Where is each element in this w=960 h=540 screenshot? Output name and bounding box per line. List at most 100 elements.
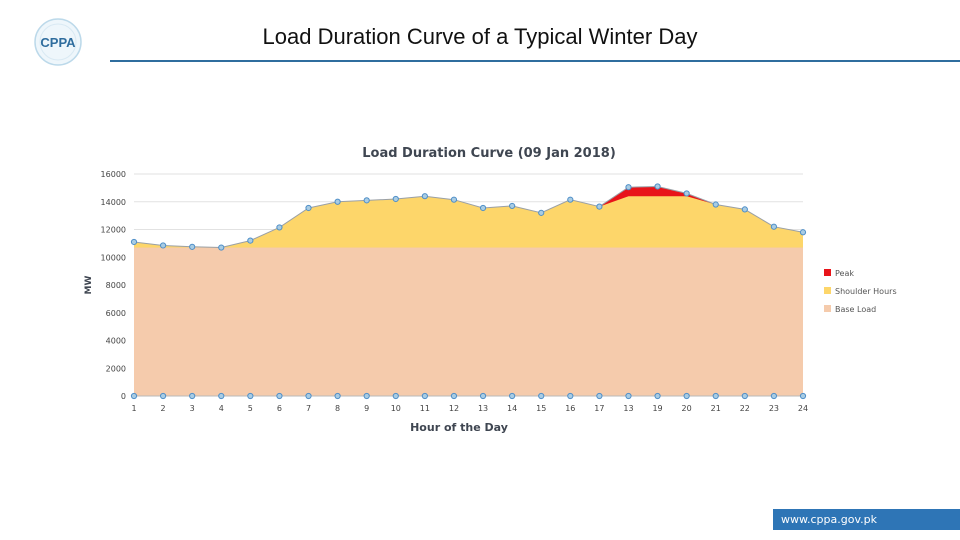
baseline-marker-2 bbox=[159, 392, 167, 400]
legend-label-2: Base Load bbox=[835, 305, 876, 314]
x-tick-24: 24 bbox=[798, 404, 808, 413]
load-marker-18 bbox=[625, 184, 632, 191]
y-tick-8000: 8000 bbox=[106, 281, 126, 290]
x-tick-23: 23 bbox=[769, 404, 779, 413]
load-marker-14 bbox=[509, 202, 516, 210]
x-tick-4: 4 bbox=[219, 404, 224, 413]
baseline-marker-11 bbox=[421, 392, 428, 400]
x-tick-5: 5 bbox=[248, 404, 253, 413]
x-tick-10: 10 bbox=[391, 404, 401, 413]
total-load-line bbox=[133, 185, 804, 249]
data-markers bbox=[130, 183, 807, 400]
baseline-marker-24 bbox=[799, 392, 807, 400]
load-marker-15 bbox=[538, 209, 545, 216]
x-axis-label: Hour of the Day bbox=[410, 421, 508, 434]
baseline-marker-12 bbox=[450, 392, 458, 400]
y-tick-4000: 4000 bbox=[106, 337, 126, 346]
baseline-marker-3 bbox=[189, 392, 196, 400]
load-marker-13 bbox=[479, 204, 487, 212]
x-tick-2: 2 bbox=[161, 404, 166, 413]
load-marker-5 bbox=[247, 237, 254, 244]
load-marker-10 bbox=[392, 195, 399, 203]
x-tick-3: 3 bbox=[190, 404, 195, 413]
x-tick-7: 7 bbox=[306, 404, 311, 413]
logo-text: CPPA bbox=[40, 35, 76, 50]
baseline-marker-6 bbox=[276, 392, 283, 400]
x-tick-21: 21 bbox=[711, 404, 721, 413]
load-marker-24 bbox=[799, 229, 807, 236]
slide-title: Load Duration Curve of a Typical Winter … bbox=[262, 24, 698, 49]
base-load-area bbox=[134, 247, 803, 396]
cppa-logo: CPPA bbox=[32, 16, 84, 68]
load-marker-11 bbox=[421, 193, 428, 200]
load-marker-9 bbox=[363, 197, 370, 204]
y-axis-label: MW bbox=[84, 275, 94, 294]
x-tick-22: 22 bbox=[740, 404, 750, 413]
load-marker-20 bbox=[683, 190, 690, 197]
baseline-marker-7 bbox=[305, 392, 312, 400]
baseline-marker-10 bbox=[392, 392, 399, 400]
x-tick-20: 20 bbox=[682, 404, 692, 413]
x-tick-6: 6 bbox=[277, 404, 282, 413]
x-tick-15: 15 bbox=[536, 404, 546, 413]
x-tick-8: 8 bbox=[335, 404, 340, 413]
legend: Peak Shoulder Hours Base Load bbox=[824, 269, 897, 314]
baseline-marker-21 bbox=[712, 392, 719, 400]
load-marker-7 bbox=[305, 204, 312, 212]
load-marker-1 bbox=[130, 238, 138, 246]
load-marker-21 bbox=[712, 201, 719, 208]
baseline-marker-8 bbox=[334, 392, 341, 400]
baseline-marker-9 bbox=[363, 392, 370, 400]
x-tick-9: 9 bbox=[364, 404, 369, 413]
x-tick-11: 11 bbox=[420, 404, 430, 413]
load-marker-12 bbox=[450, 196, 458, 203]
legend-swatch-0 bbox=[824, 269, 831, 276]
baseline-marker-15 bbox=[538, 392, 545, 400]
load-marker-23 bbox=[770, 223, 778, 230]
baseline-marker-20 bbox=[683, 392, 690, 400]
baseline-marker-19 bbox=[654, 392, 661, 400]
y-tick-12000: 12000 bbox=[101, 226, 126, 235]
baseline-marker-22 bbox=[741, 392, 748, 400]
baseline-marker-23 bbox=[770, 392, 778, 400]
load-marker-4 bbox=[218, 244, 225, 251]
load-marker-17 bbox=[596, 203, 603, 210]
y-tick-10000: 10000 bbox=[101, 253, 126, 262]
y-tick-14000: 14000 bbox=[101, 198, 126, 207]
x-tick-labels: 1 2 3 4 5 6 7 8 9 10 11 12 13 14 15 16 17 13 19 20 21 22 23 24 bbox=[131, 404, 808, 413]
legend-label-1: Shoulder Hours bbox=[835, 287, 897, 296]
x-tick-18: 13 bbox=[623, 404, 633, 413]
load-marker-3 bbox=[189, 243, 196, 250]
y-tick-16000: 16000 bbox=[101, 170, 126, 179]
baseline-marker-17 bbox=[596, 392, 603, 400]
load-marker-8 bbox=[334, 198, 341, 205]
y-tick-0: 0 bbox=[121, 392, 126, 401]
x-tick-19: 19 bbox=[652, 404, 662, 413]
area-series bbox=[133, 185, 804, 397]
baseline-marker-4 bbox=[218, 392, 225, 400]
x-tick-14: 14 bbox=[507, 404, 517, 413]
x-tick-16: 16 bbox=[565, 404, 575, 413]
baseline-marker-5 bbox=[247, 392, 254, 400]
legend-swatch-2 bbox=[824, 305, 831, 312]
load-marker-16 bbox=[567, 196, 574, 203]
x-tick-1: 1 bbox=[131, 404, 136, 413]
baseline-marker-18 bbox=[625, 392, 632, 400]
footer-url[interactable]: www.cppa.gov.pk bbox=[773, 509, 960, 530]
baseline-marker-13 bbox=[479, 392, 487, 400]
x-tick-12: 12 bbox=[449, 404, 459, 413]
load-marker-19 bbox=[654, 183, 661, 190]
legend-label-0: Peak bbox=[835, 269, 854, 278]
baseline-marker-14 bbox=[509, 392, 516, 400]
load-marker-2 bbox=[159, 242, 167, 249]
title-divider bbox=[110, 60, 960, 62]
y-tick-labels: 0 2000 4000 6000 8000 10000 12000 14000 16000 bbox=[101, 170, 126, 401]
load-marker-22 bbox=[741, 206, 748, 213]
baseline-marker-1 bbox=[130, 392, 138, 400]
x-tick-17: 17 bbox=[594, 404, 604, 413]
chart-title: Load Duration Curve (09 Jan 2018) bbox=[362, 146, 616, 161]
y-tick-2000: 2000 bbox=[106, 364, 126, 373]
legend-swatch-1 bbox=[824, 287, 831, 294]
baseline-marker-16 bbox=[567, 392, 574, 400]
